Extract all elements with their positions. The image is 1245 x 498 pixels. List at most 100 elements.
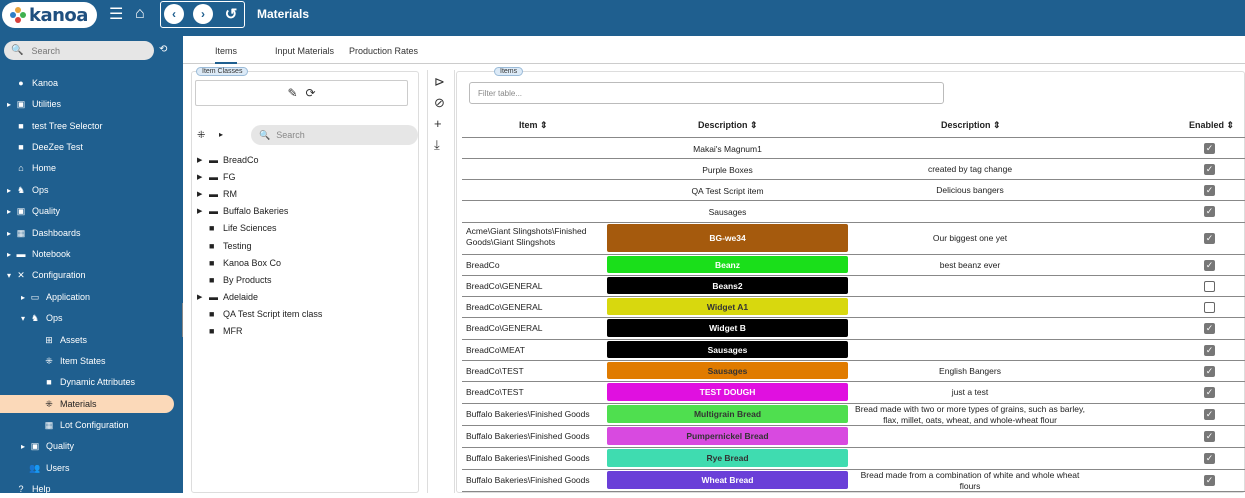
sidebar-item-item-states[interactable]: ⁜ Item States [0, 352, 183, 370]
sidebar-item-materials[interactable]: ⁜ Materials [0, 395, 174, 413]
sidebar-item-lot-configuration[interactable]: ▦ Lot Configuration [0, 416, 183, 434]
enabled-checkbox[interactable]: ✓ [1204, 431, 1215, 442]
sidebar-item-quality[interactable]: ▸ ▣ Quality [0, 437, 183, 455]
table-row[interactable]: Makai's Magnum1 ✓ [462, 138, 1245, 159]
tree-expand-icon[interactable]: ▶ [197, 174, 203, 182]
table-row[interactable]: Buffalo Bakeries\Finished Goods Pumpernic… [462, 426, 1245, 448]
tree-expand-icon[interactable]: ▶ [197, 191, 203, 199]
sidebar-arrow-icon[interactable]: ▸ [6, 99, 11, 109]
table-row[interactable]: BreadCo\GENERAL Beans2 [462, 276, 1245, 297]
enabled-checkbox[interactable] [1204, 280, 1215, 292]
enabled-checkbox[interactable]: ✓ [1204, 259, 1215, 271]
block-icon[interactable]: ⊘ [434, 95, 445, 110]
tree-node[interactable]: ▶ ▬ FG [197, 169, 236, 185]
play-icon[interactable]: ⊳ [434, 74, 445, 89]
enabled-checkbox[interactable]: ✓ [1204, 142, 1215, 154]
tree-expand-icon[interactable]: ▶ [197, 208, 203, 216]
enabled-checkbox[interactable]: ✓ [1204, 323, 1215, 334]
sidebar-item-utilities[interactable]: ▸ ▣ Utilities [0, 95, 183, 113]
sidebar-item-application[interactable]: ▸ ▭ Application [0, 288, 183, 306]
table-row[interactable]: BreadCo\MEAT Sausages ✓ [462, 340, 1245, 361]
sidebar-item-help[interactable]: ? Help [0, 480, 183, 498]
enabled-checkbox[interactable]: ✓ [1204, 475, 1215, 486]
back-button[interactable]: ‹ [164, 4, 184, 24]
tree-node[interactable]: ▶ ▬ RM [197, 186, 237, 202]
sidebar-item-dynamic-attributes[interactable]: ■ Dynamic Attributes [0, 373, 183, 391]
column-header-item[interactable]: Item ⇕ [519, 120, 548, 130]
tab-production-rates[interactable]: Production Rates [349, 46, 419, 56]
enabled-checkbox[interactable] [1204, 301, 1215, 313]
enabled-checkbox[interactable]: ✓ [1204, 233, 1215, 244]
tree-node[interactable]: ■ Life Sciences [197, 220, 277, 236]
sidebar-search-input[interactable]: 🔍 Search [4, 41, 154, 60]
sidebar-item-users[interactable]: 👥 Users [0, 459, 183, 477]
download-icon[interactable]: ⤓ [434, 137, 440, 152]
home-icon[interactable]: ⌂ [135, 5, 145, 22]
tree-node[interactable]: ■ Testing [197, 238, 252, 254]
sidebar-item-ops[interactable]: ▸ ♞ Ops [0, 181, 183, 199]
collapse-all-icon[interactable]: ⁜ [197, 130, 206, 141]
enabled-checkbox[interactable]: ✓ [1204, 365, 1215, 377]
sidebar-arrow-icon[interactable]: ▸ [20, 441, 25, 451]
sidebar-arrow-icon[interactable]: ▸ [6, 228, 11, 238]
sidebar-item-home[interactable]: ⌂ Home [0, 159, 183, 177]
tree-node[interactable]: ■ By Products [197, 272, 272, 288]
sidebar-item-configuration[interactable]: ▾ ✕ Configuration [0, 266, 183, 284]
tree-expand-icon[interactable]: ▶ [197, 157, 203, 164]
tree-search-input[interactable]: 🔍 Search [251, 125, 418, 145]
tree-node[interactable]: ■ QA Test Script item class [197, 306, 322, 322]
tab-input-materials[interactable]: Input Materials [275, 46, 335, 56]
table-row[interactable]: Buffalo Bakeries\Finished Goods Wheat Bre… [462, 470, 1245, 492]
tab-items[interactable]: Items [215, 46, 238, 64]
sidebar-arrow-icon[interactable]: ▸ [6, 185, 11, 195]
enabled-checkbox[interactable]: ✓ [1204, 206, 1215, 217]
hamburger-menu-icon[interactable]: ☰ [109, 6, 124, 23]
enabled-checkbox[interactable]: ✓ [1204, 387, 1215, 398]
sidebar-item-quality[interactable]: ▸ ▣ Quality [0, 202, 183, 220]
sidebar-item-notebook[interactable]: ▸ ▬ Notebook [0, 245, 183, 263]
tree-node[interactable]: ▶ ▬ BreadCo [197, 152, 259, 168]
sidebar-item-ops[interactable]: ▾ ♞ Ops [0, 309, 183, 327]
table-row[interactable]: Purple Boxes created by tag change ✓ [462, 159, 1245, 180]
tree-node[interactable]: ■ MFR [197, 323, 243, 339]
table-row[interactable]: Acme\Giant Slingshots\Finished Goods\Gia… [462, 223, 1245, 255]
pencil-icon[interactable]: ✎ [287, 86, 298, 100]
sidebar-arrow-icon[interactable]: ▸ [20, 292, 25, 302]
column-header-enabled[interactable]: Enabled ⇕ [1189, 120, 1235, 130]
enabled-checkbox[interactable]: ✓ [1204, 409, 1215, 420]
sidebar-arrow-icon[interactable]: ▾ [20, 313, 25, 323]
kanoa-logo[interactable]: kanoa [2, 2, 97, 28]
filter-table-input[interactable]: Filter table... [469, 82, 944, 104]
sidebar-item-kanoa[interactable]: ● Kanoa [0, 74, 183, 92]
table-row[interactable]: Buffalo Bakeries\Finished Goods Rye Bread… [462, 448, 1245, 470]
table-row[interactable]: BreadCo\GENERAL Widget A1 [462, 297, 1245, 318]
table-row[interactable]: BreadCo Beanz best beanz ever ✓ [462, 255, 1245, 276]
table-row[interactable]: BreadCo\TEST Sausages English Bangers ✓ [462, 361, 1245, 382]
enabled-checkbox[interactable]: ✓ [1204, 163, 1215, 175]
sidebar-arrow-icon[interactable]: ▾ [6, 270, 11, 280]
tree-node[interactable]: ■ Kanoa Box Co [197, 255, 281, 271]
enabled-checkbox[interactable]: ✓ [1204, 453, 1215, 464]
tree-expand-icon[interactable]: ▶ [197, 293, 203, 301]
table-row[interactable]: Buffalo Bakeries\Finished Goods Multigrai… [462, 404, 1245, 426]
expand-arrow-icon[interactable]: ▸ [219, 130, 224, 139]
table-row[interactable]: BreadCo\TEST TEST DOUGH just a test ✓ [462, 382, 1245, 404]
sidebar-arrow-icon[interactable]: ▸ [6, 249, 11, 259]
add-icon[interactable]: + [434, 116, 442, 131]
sidebar-item-dashboards[interactable]: ▸ ▦ Dashboards [0, 224, 183, 242]
tree-node[interactable]: ▶ ▬ Adelaide [197, 289, 258, 305]
enabled-checkbox[interactable]: ✓ [1204, 344, 1215, 356]
history-icon[interactable]: ↺ [224, 6, 238, 23]
table-row[interactable]: BreadCo\GENERAL Widget B ✓ [462, 318, 1245, 340]
enabled-checkbox[interactable]: ✓ [1204, 184, 1215, 196]
sidebar-arrow-icon[interactable]: ▸ [6, 206, 11, 216]
sidebar-item-test-tree-selector[interactable]: ■ test Tree Selector [0, 117, 183, 135]
refresh-icon[interactable]: ⟳ [305, 86, 316, 100]
column-header-description[interactable]: Description ⇕ [698, 120, 758, 130]
table-row[interactable]: QA Test Script item Delicious bangers ✓ [462, 180, 1245, 201]
forward-button[interactable]: › [193, 4, 213, 24]
column-header-description-2[interactable]: Description ⇕ [941, 120, 1001, 130]
link-icon[interactable]: ⟲ [159, 44, 168, 55]
table-row[interactable]: Sausages ✓ [462, 201, 1245, 223]
sidebar-item-deezee-test[interactable]: ■ DeeZee Test [0, 138, 183, 156]
